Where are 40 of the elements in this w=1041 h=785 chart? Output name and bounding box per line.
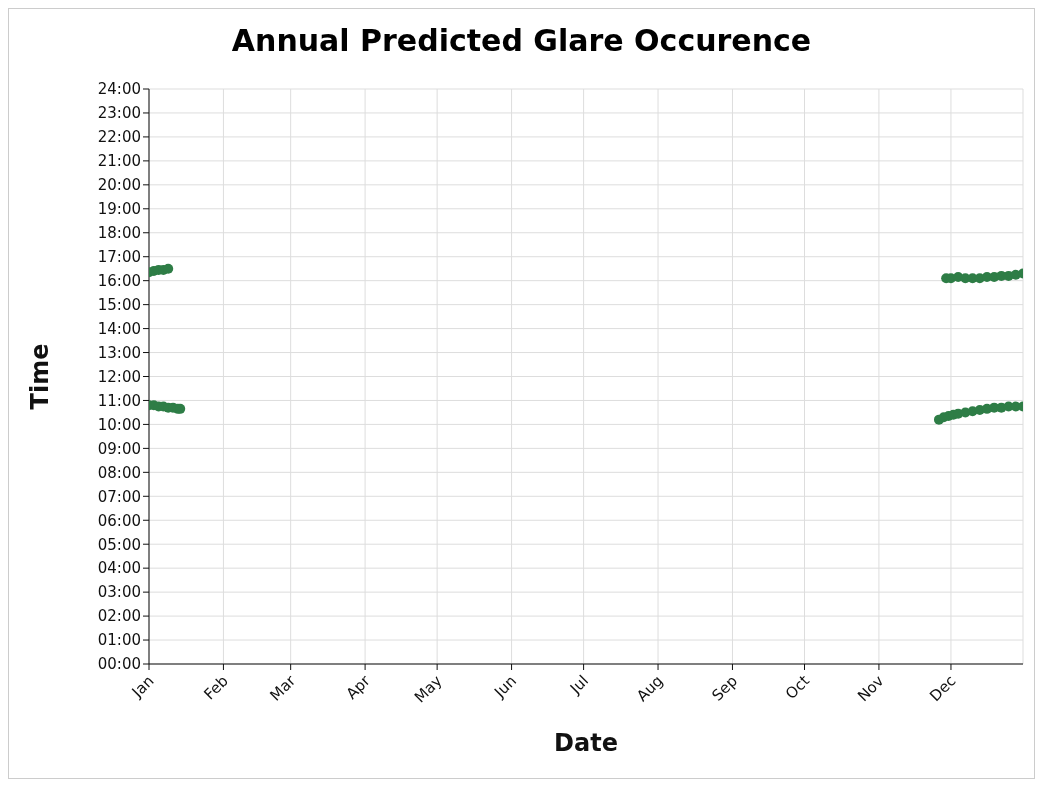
point	[163, 263, 174, 274]
y-tick-label: 04:00	[97, 559, 141, 578]
x-tick-label: Jan	[127, 671, 158, 702]
y-tick-label: 01:00	[97, 631, 141, 650]
x-tick-label: Jul	[565, 671, 593, 698]
x-axis-title: Date	[554, 729, 618, 757]
y-tick-label: 17:00	[97, 248, 141, 267]
y-tick-label: 10:00	[97, 415, 141, 434]
y-axis-title: Time	[25, 343, 54, 410]
y-tick-label: 05:00	[97, 535, 141, 554]
y-tick-label: 16:00	[97, 271, 141, 290]
y-tick-label: 12:00	[97, 367, 141, 386]
y-tick-label: 23:00	[97, 104, 141, 123]
x-tick-label: Jun	[490, 671, 521, 702]
y-tick-label: 19:00	[97, 200, 141, 219]
x-tick-label: Sep	[708, 671, 741, 705]
y-tick-label: 08:00	[97, 463, 141, 482]
x-tick-label: Apr	[342, 671, 375, 703]
y-tick-label: 11:00	[97, 391, 141, 410]
y-tick-label: 09:00	[97, 439, 141, 458]
y-tick-label: 13:00	[97, 343, 141, 362]
y-tick-label: 22:00	[97, 128, 141, 147]
x-tick-label: Feb	[200, 671, 232, 704]
y-tick-label: 21:00	[97, 152, 141, 171]
x-tick-label: Dec	[926, 671, 960, 706]
x-tick-label: Aug	[633, 671, 667, 706]
y-tick-label: 20:00	[97, 176, 141, 195]
y-tick-label: 24:00	[97, 80, 141, 99]
x-tick-label: Oct	[781, 671, 814, 703]
x-tick-label: Mar	[266, 671, 300, 705]
x-tick-label: Nov	[853, 671, 888, 706]
y-tick-label: 15:00	[97, 295, 141, 314]
y-tick-label: 06:00	[97, 511, 141, 530]
chart-title: Annual Predicted Glare Occurence	[230, 22, 813, 60]
y-tick-label: 07:00	[97, 487, 141, 506]
y-tick-label: 00:00	[97, 655, 141, 674]
y-tick-label: 03:00	[97, 583, 141, 602]
y-tick-label: 14:00	[97, 319, 141, 338]
y-tick-label: 02:00	[97, 607, 141, 626]
y-tick-label: 18:00	[97, 224, 141, 243]
